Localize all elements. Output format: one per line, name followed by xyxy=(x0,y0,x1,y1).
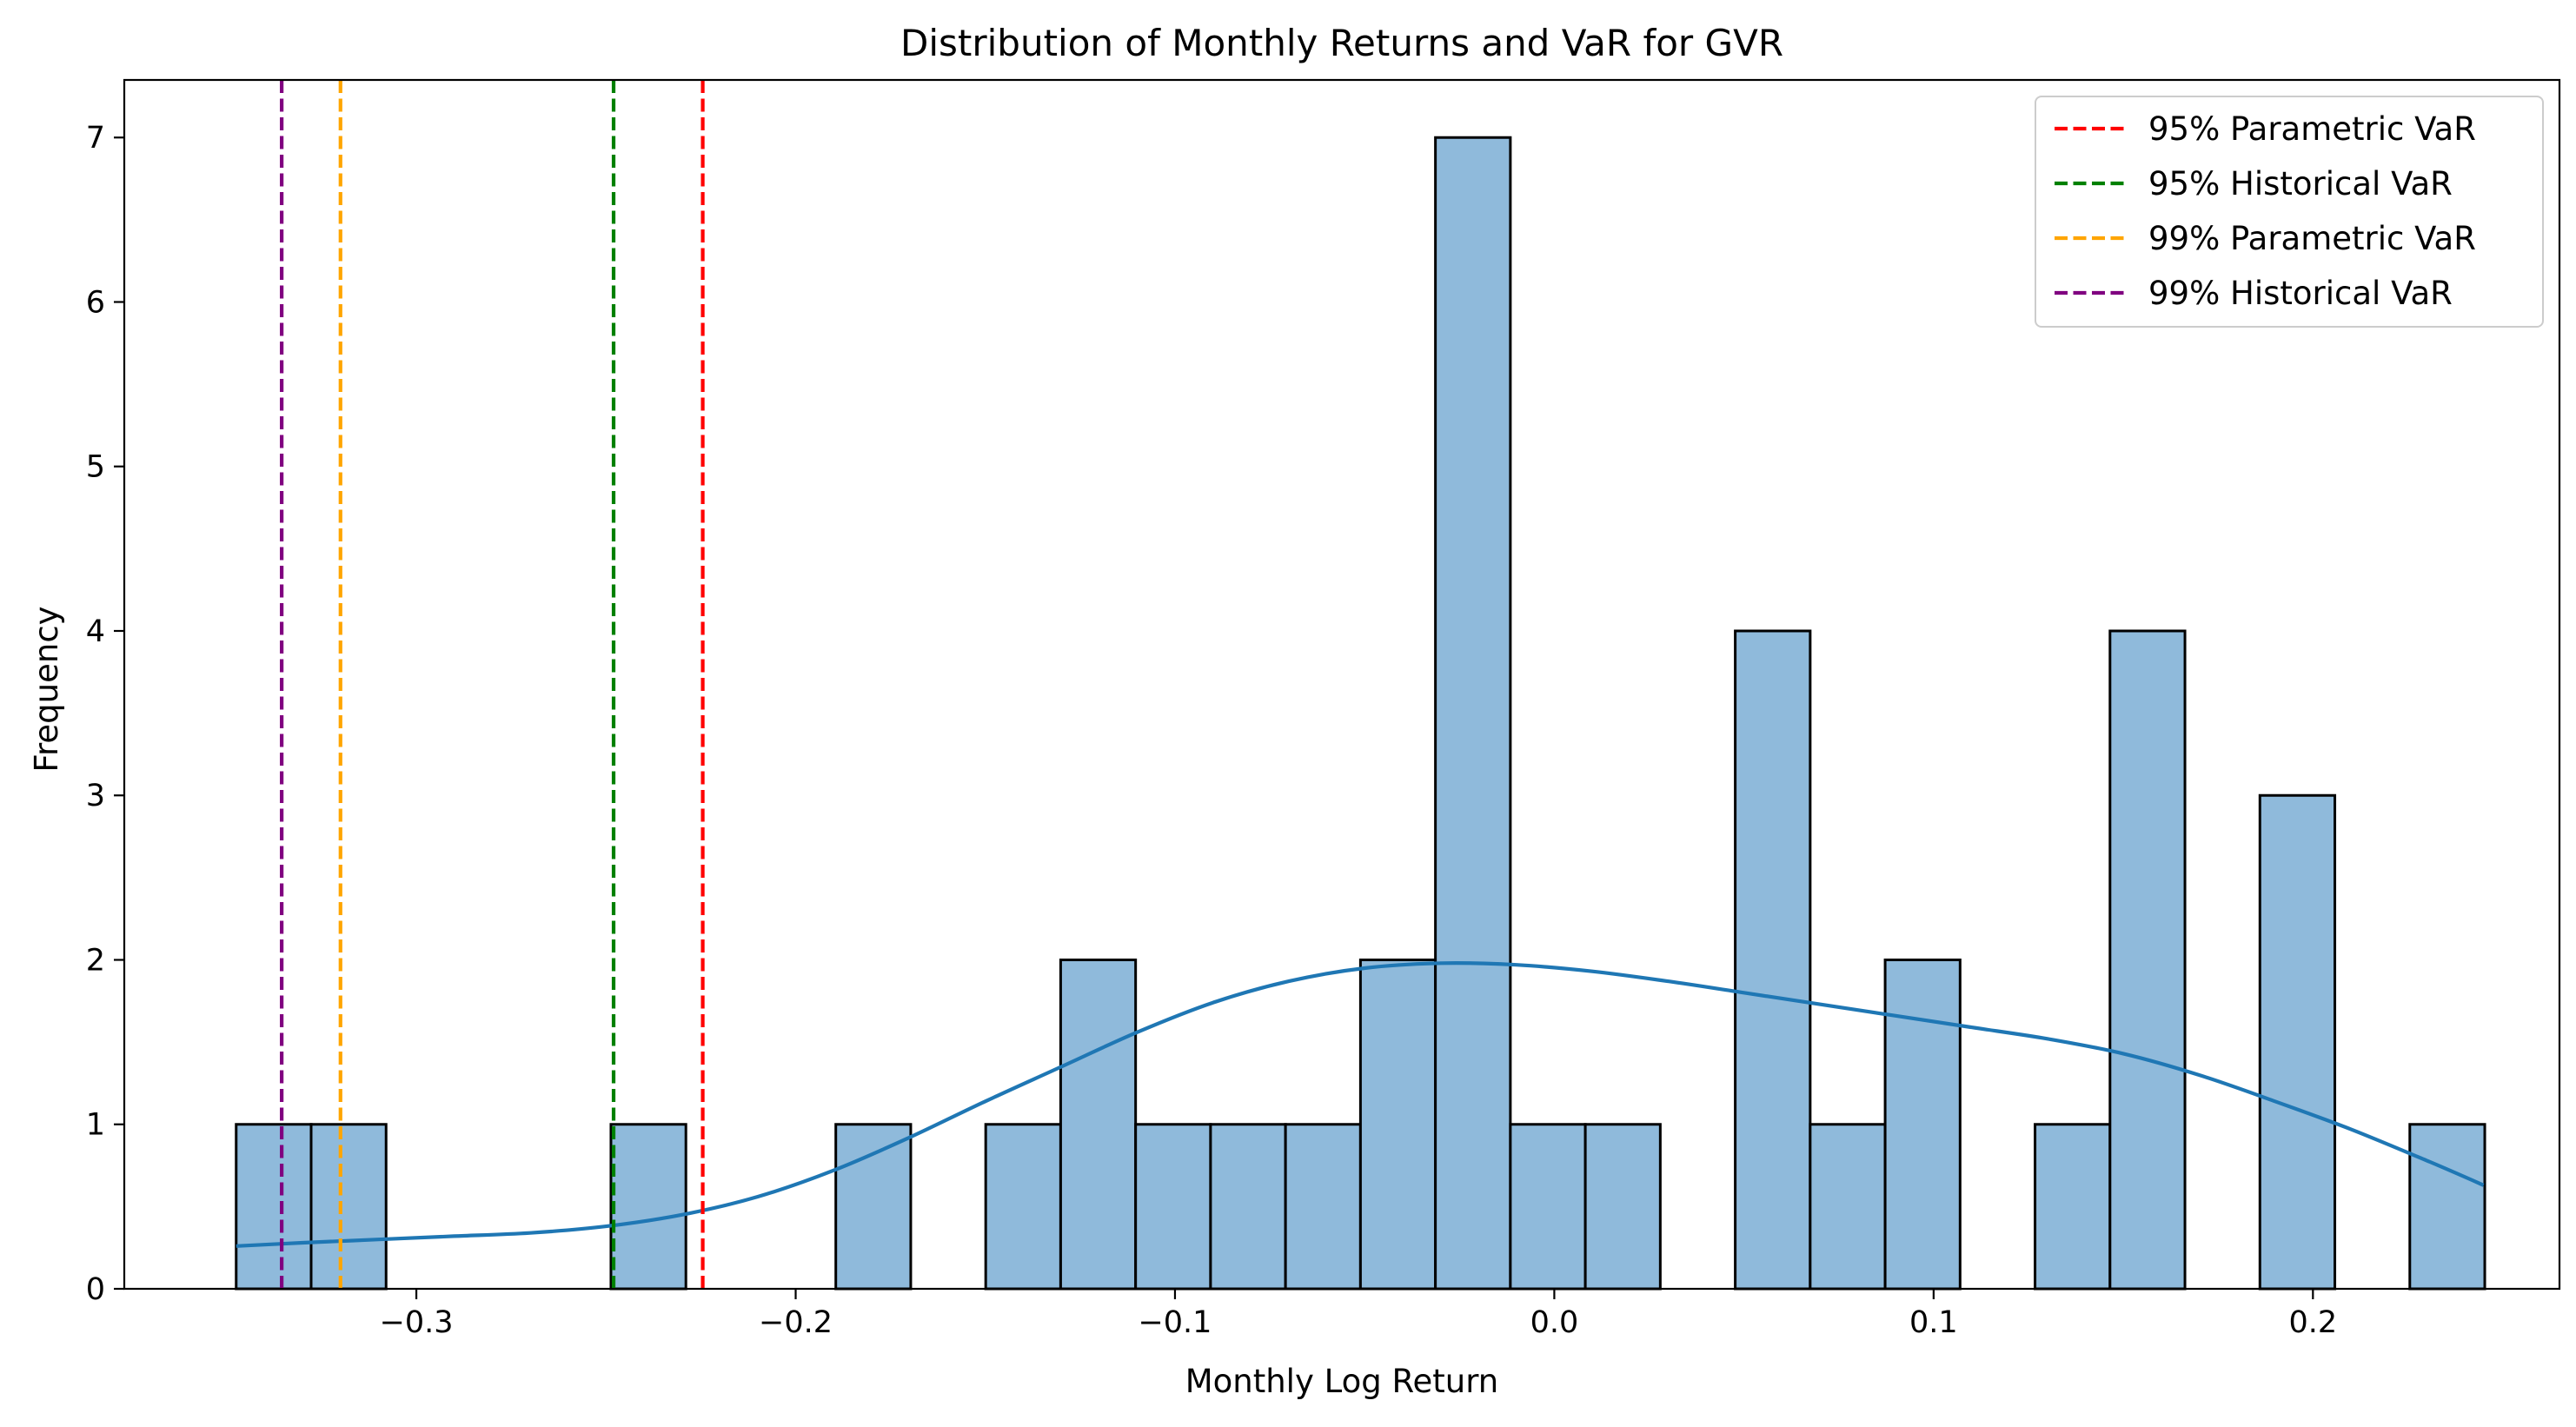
kde-curve xyxy=(236,961,2485,1248)
x-axis-label: Monthly Log Return xyxy=(1185,1363,1499,1400)
legend-box xyxy=(2035,96,2544,328)
histogram-bar xyxy=(2108,629,2187,1291)
x-tick-label: 0.2 xyxy=(2288,1305,2337,1340)
y-tick-label: 5 xyxy=(86,450,105,485)
y-tick-label: 1 xyxy=(86,1108,105,1143)
histogram-bar xyxy=(1583,1123,1662,1291)
histogram-bar xyxy=(235,1123,313,1291)
y-tick-label: 7 xyxy=(86,121,105,156)
histogram-bar xyxy=(1434,136,1512,1291)
var-lines xyxy=(280,80,705,1289)
legend-label: 99% Historical VaR xyxy=(2148,275,2453,312)
legend-label: 95% Parametric VaR xyxy=(2148,110,2476,148)
y-tick-label: 0 xyxy=(86,1272,105,1307)
y-axis-ticks: 0 1 2 3 4 5 6 7 xyxy=(86,121,124,1307)
histogram-bar xyxy=(984,1123,1062,1291)
histogram-bars xyxy=(235,136,2486,1291)
legend: 95% Parametric VaR 95% Historical VaR 99% … xyxy=(2035,96,2544,328)
chart-title: Distribution of Monthly Returns and VaR … xyxy=(900,22,1783,64)
histogram-bar xyxy=(309,1123,388,1291)
y-tick-label: 2 xyxy=(86,943,105,978)
histogram-bar xyxy=(609,1123,687,1291)
y-tick-label: 6 xyxy=(86,285,105,320)
histogram-bar xyxy=(1509,1123,1587,1291)
x-tick-label: −0.2 xyxy=(759,1305,833,1340)
y-tick-label: 4 xyxy=(86,614,105,649)
x-tick-label: 0.0 xyxy=(1530,1305,1579,1340)
x-tick-label: −0.1 xyxy=(1138,1305,1212,1340)
histogram-bar xyxy=(1284,1123,1362,1291)
histogram-bar xyxy=(1358,958,1437,1291)
histogram-bar xyxy=(1734,629,1812,1291)
x-axis-ticks: −0.3 −0.2 −0.1 0.0 0.1 0.2 xyxy=(380,1289,2337,1340)
x-tick-label: −0.3 xyxy=(380,1305,454,1340)
histogram-bar xyxy=(1809,1123,1887,1291)
histogram-bar xyxy=(1134,1123,1212,1291)
legend-label: 99% Parametric VaR xyxy=(2148,220,2476,257)
legend-label: 95% Historical VaR xyxy=(2148,165,2453,202)
plot-frame xyxy=(123,78,2561,1291)
histogram-bar xyxy=(1883,958,1962,1291)
y-tick-label: 3 xyxy=(86,779,105,813)
histogram-bar xyxy=(834,1123,913,1291)
x-tick-label: 0.1 xyxy=(1909,1305,1958,1340)
histogram-bar xyxy=(2258,793,2337,1291)
kde-layer xyxy=(236,961,2485,1248)
histogram-bar xyxy=(1059,958,1138,1291)
histogram-bar xyxy=(2034,1123,2112,1291)
histogram-bar xyxy=(2408,1123,2486,1291)
histogram-bar xyxy=(1209,1123,1287,1291)
y-axis-label: Frequency xyxy=(28,606,65,772)
